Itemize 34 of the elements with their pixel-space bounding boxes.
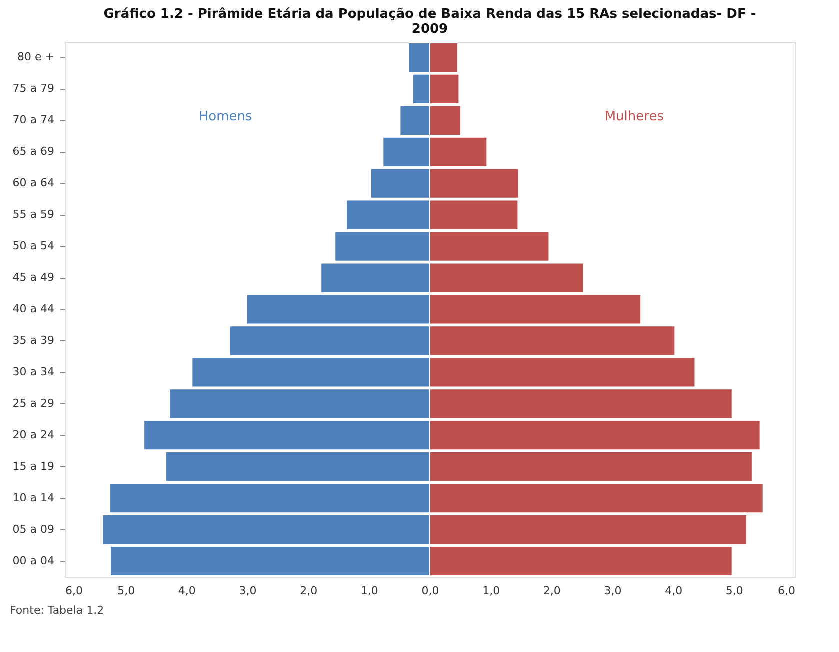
text: Mulheres (604, 110, 664, 125)
y-tick-label: 75 a 79 (12, 82, 54, 96)
x-tick-label: 3,0 (239, 584, 257, 598)
x-tick-label: 5,0 (726, 584, 744, 598)
x-tick-label: 6,0 (778, 584, 796, 598)
y-tick-label: 00 a 04 (12, 554, 54, 568)
y-tick-label: 70 a 74 (12, 114, 54, 127)
y-tick-label: 20 a 24 (12, 428, 54, 442)
y-tick-label: 40 a 44 (12, 302, 54, 316)
y-tick-label: 05 a 09 (12, 522, 54, 536)
x-tick-label: 2,0 (300, 584, 318, 598)
y-tick-label: 80 e + (18, 50, 54, 64)
x-tick-label: 2,0 (543, 584, 561, 598)
text: Homens (198, 110, 253, 125)
y-tick-label: 65 a 69 (12, 145, 54, 158)
chart-title: Gráfico 1.2 - Pirâmide Etária da População de Baixa Renda das 15 RAs selecionadas- DF - 2009 (104, 7, 756, 37)
x-tick-label: 1,0 (482, 584, 500, 598)
x-tick-label: 1,0 (360, 584, 378, 598)
y-tick-label: 55 a 59 (12, 208, 54, 222)
y-tick-label: 30 a 34 (12, 365, 54, 378)
source-note: Fonte: Tabela 1.2 (10, 604, 104, 617)
y-tick-label: 50 a 54 (12, 240, 54, 253)
x-tick-label: 5,0 (118, 584, 136, 598)
y-tick-label: 15 a 19 (12, 460, 54, 473)
y-tick-label: 25 a 29 (12, 396, 54, 410)
y-tick-label: 60 a 64 (12, 176, 54, 190)
y-tick-label: 45 a 49 (12, 271, 54, 284)
y-tick-label: 10 a 14 (12, 491, 54, 504)
x-tick-label: 0,0 (422, 584, 440, 598)
x-tick-label: 4,0 (665, 584, 683, 598)
x-tick-label: 6,0 (66, 584, 83, 598)
x-tick-label: 4,0 (178, 584, 196, 598)
y-tick-label: 35 a 39 (12, 334, 54, 347)
x-tick-label: 3,0 (604, 584, 622, 598)
